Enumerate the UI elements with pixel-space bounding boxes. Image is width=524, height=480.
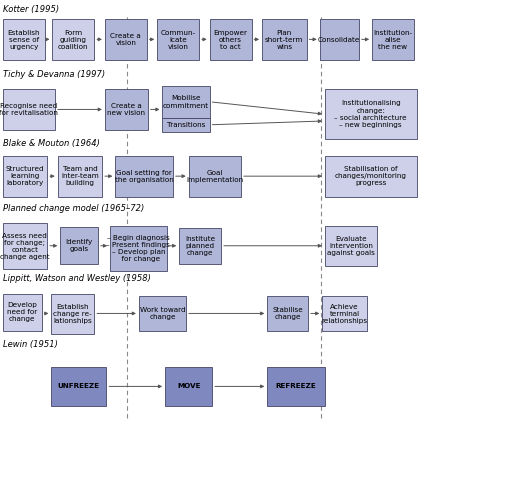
Text: Consolidate: Consolidate [318, 36, 361, 43]
FancyBboxPatch shape [372, 19, 414, 60]
Text: Recognise need
for revitalisation: Recognise need for revitalisation [0, 103, 58, 116]
FancyBboxPatch shape [165, 367, 212, 406]
Text: Identify
goals: Identify goals [66, 239, 93, 252]
Text: Kotter (1995): Kotter (1995) [3, 5, 59, 14]
FancyBboxPatch shape [157, 19, 199, 60]
Text: Achieve
terminal
relationships: Achieve terminal relationships [321, 304, 368, 324]
Text: Empower
others
to act: Empower others to act [214, 30, 247, 49]
FancyBboxPatch shape [110, 226, 167, 271]
Text: Lewin (1951): Lewin (1951) [3, 339, 58, 348]
FancyBboxPatch shape [139, 296, 186, 331]
Text: Blake & Mouton (1964): Blake & Mouton (1964) [3, 139, 100, 148]
Text: Stabilise
change: Stabilise change [272, 307, 303, 320]
Text: Evaluate
intervention
against goals: Evaluate intervention against goals [327, 236, 375, 256]
FancyBboxPatch shape [210, 19, 252, 60]
Text: Institutionalising
change:
– social architecture
– new beginnings: Institutionalising change: – social arch… [334, 100, 407, 128]
FancyBboxPatch shape [58, 156, 102, 197]
FancyBboxPatch shape [267, 296, 308, 331]
Text: Work toward
change: Work toward change [139, 307, 185, 320]
Text: Establish
change re-
lationships: Establish change re- lationships [53, 304, 92, 324]
FancyBboxPatch shape [51, 294, 94, 334]
FancyBboxPatch shape [320, 19, 359, 60]
FancyBboxPatch shape [325, 156, 417, 197]
FancyBboxPatch shape [325, 226, 377, 266]
FancyBboxPatch shape [51, 367, 106, 406]
Text: Stabilisation of
changes/monitoring
progress: Stabilisation of changes/monitoring prog… [335, 167, 407, 186]
Text: Mobilise
commitment: Mobilise commitment [163, 96, 209, 108]
Text: Planned change model (1965–72): Planned change model (1965–72) [3, 204, 144, 213]
Text: Transitions: Transitions [167, 122, 205, 128]
FancyBboxPatch shape [105, 19, 147, 60]
FancyBboxPatch shape [60, 227, 98, 264]
FancyBboxPatch shape [162, 86, 210, 118]
Text: Create a
new vision: Create a new vision [107, 103, 145, 116]
FancyBboxPatch shape [3, 223, 47, 269]
FancyBboxPatch shape [52, 19, 94, 60]
Text: REFREEZE: REFREEZE [276, 384, 316, 389]
Text: Assess need
for change;
contact
change agent: Assess need for change; contact change a… [0, 232, 50, 260]
FancyBboxPatch shape [162, 118, 210, 132]
FancyBboxPatch shape [105, 89, 148, 130]
Text: Plan
short-term
wins: Plan short-term wins [265, 30, 303, 49]
FancyBboxPatch shape [262, 19, 307, 60]
Text: MOVE: MOVE [177, 384, 200, 389]
Text: Commun-
icate
vision: Commun- icate vision [160, 30, 196, 49]
Text: Establish
sense of
urgency: Establish sense of urgency [7, 30, 40, 49]
FancyBboxPatch shape [115, 156, 173, 197]
Text: Institute
planned
change: Institute planned change [185, 236, 215, 256]
FancyBboxPatch shape [3, 89, 55, 130]
FancyBboxPatch shape [189, 156, 241, 197]
Text: Structured
learning
laboratory: Structured learning laboratory [6, 167, 44, 186]
Text: Develop
need for
change: Develop need for change [7, 302, 37, 323]
FancyBboxPatch shape [267, 367, 325, 406]
FancyBboxPatch shape [3, 156, 47, 197]
FancyBboxPatch shape [179, 228, 221, 264]
FancyBboxPatch shape [3, 19, 45, 60]
Text: Goal setting for
the organisation: Goal setting for the organisation [115, 170, 173, 183]
Text: Team and
inter-team
building: Team and inter-team building [61, 167, 99, 186]
FancyBboxPatch shape [322, 296, 367, 331]
Text: Lippitt, Watson and Westley (1958): Lippitt, Watson and Westley (1958) [3, 274, 150, 283]
FancyBboxPatch shape [325, 89, 417, 139]
FancyBboxPatch shape [3, 294, 42, 331]
Text: – Begin diagnosis
– Present findings
– Develop plan
  for change: – Begin diagnosis – Present findings – D… [106, 235, 170, 262]
Text: UNFREEZE: UNFREEZE [58, 384, 100, 389]
Text: Form
guiding
coalition: Form guiding coalition [58, 30, 89, 49]
Text: Institution-
alise
the new: Institution- alise the new [374, 30, 412, 49]
Text: Create a
vision: Create a vision [111, 33, 141, 46]
Text: Tichy & Devanna (1997): Tichy & Devanna (1997) [3, 70, 105, 79]
Text: Goal
implementation: Goal implementation [186, 170, 244, 183]
